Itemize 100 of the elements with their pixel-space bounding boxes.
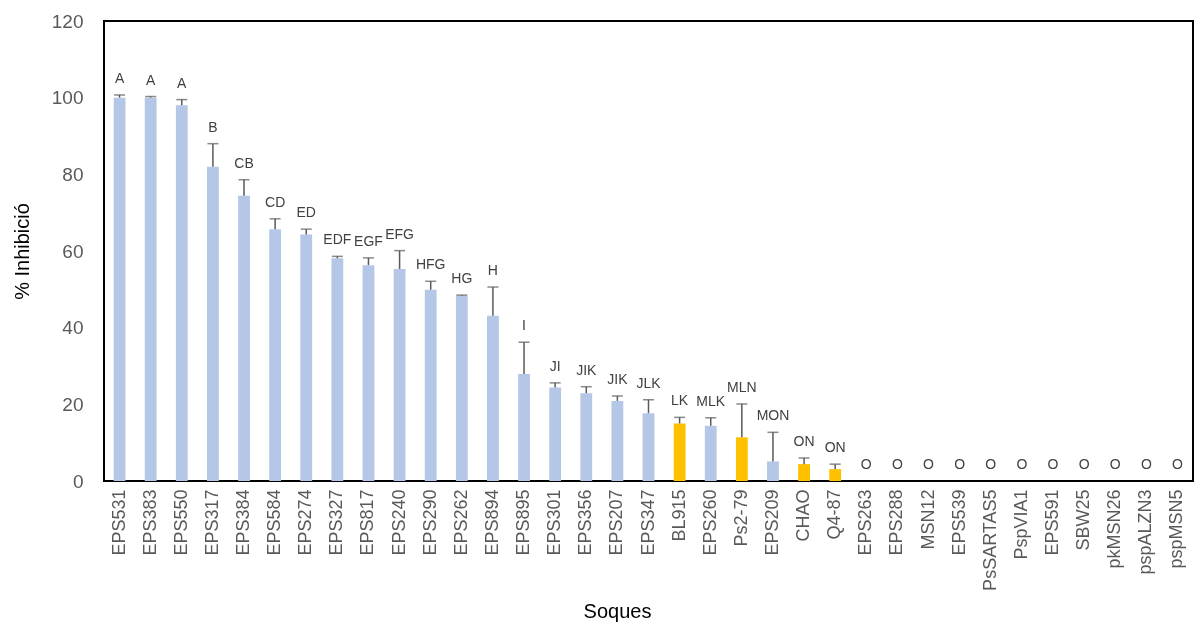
x-tick-label: EPS591: [1041, 489, 1062, 556]
annotation: CD: [265, 193, 286, 210]
x-tick-label: Ps2-79: [730, 489, 751, 547]
x-tick-label: SBW25: [1073, 489, 1094, 551]
x-tick-label: EPS290: [419, 489, 440, 556]
bar: [362, 265, 375, 481]
annotation: MLN: [727, 378, 757, 395]
annotation: O: [1140, 456, 1152, 472]
annotation: EFG: [385, 225, 414, 242]
annotation: HFG: [415, 256, 446, 273]
annotation: O: [1172, 456, 1183, 472]
annotation: I: [522, 317, 526, 334]
bar: [144, 97, 157, 481]
annotation: O: [1078, 456, 1090, 472]
annotation: HG: [451, 270, 473, 287]
annotation: MON: [756, 407, 790, 424]
bar: [673, 423, 686, 481]
annotation: O: [923, 456, 935, 472]
annotation: CB: [234, 154, 254, 171]
annotation: O: [954, 456, 966, 472]
x-tick-label: EPS262: [450, 489, 471, 556]
x-tick-label: EPS584: [264, 489, 285, 556]
bar: [393, 269, 406, 481]
annotation: O: [1016, 456, 1028, 472]
x-tick-label: EPS327: [326, 489, 347, 556]
x-tick-label: EPS207: [606, 489, 627, 556]
bar: [424, 289, 437, 481]
y-tick-label: 120: [51, 10, 84, 32]
bar: [113, 97, 126, 481]
bar: [238, 195, 250, 481]
x-tick-label: pspMSN5: [1166, 489, 1187, 569]
annotation: ON: [793, 433, 815, 449]
annotation: JI: [549, 357, 561, 374]
x-tick-label: EPS384: [233, 489, 254, 556]
x-tick-label: EPS539: [948, 489, 969, 556]
y-tick-label: 100: [51, 87, 84, 109]
x-tick-label: EPS274: [295, 489, 316, 556]
annotation: JIK: [607, 370, 629, 387]
y-axis-title: % Inhibició: [10, 203, 33, 300]
bar: [611, 400, 624, 481]
bar: [455, 295, 468, 481]
x-tick-label: EPS383: [139, 489, 160, 556]
bar: [642, 413, 655, 481]
x-tick-label: MSN12: [917, 489, 938, 550]
x-tick-label: EPS260: [699, 489, 720, 556]
x-tick-label: EPS209: [761, 489, 782, 556]
x-tick-label: EPS301: [544, 489, 565, 556]
x-tick-label: Q4-87: [824, 489, 845, 540]
y-tick-label: 60: [62, 240, 84, 262]
bar: [518, 374, 530, 481]
x-tick-label: EPS317: [201, 489, 222, 556]
bar: [175, 105, 188, 481]
bar: [549, 387, 562, 481]
annotation: A: [114, 69, 125, 86]
x-tick-label: PsSARTAS5: [979, 489, 1000, 591]
annotation: EGF: [354, 232, 383, 249]
bar: [704, 425, 717, 481]
bar: [580, 393, 593, 481]
annotation: JLK: [636, 374, 662, 391]
bar: [735, 437, 748, 481]
x-tick-label: EPS895: [513, 489, 534, 556]
x-tick-label: CHAO: [793, 489, 814, 542]
x-tick-label: EPS817: [357, 489, 378, 556]
x-tick-label: EPS288: [886, 489, 907, 556]
bar: [300, 234, 313, 481]
y-tick-label: 0: [72, 470, 84, 492]
annotation: ED: [296, 204, 316, 221]
x-tick-label: pkMSN26: [1104, 489, 1125, 569]
annotation: EDF: [323, 231, 352, 248]
annotation: O: [891, 456, 903, 472]
annotation: O: [985, 456, 997, 472]
x-tick-label: EPS240: [388, 489, 409, 556]
x-tick-label: BL915: [668, 489, 689, 542]
x-tick-label: pspALZN3: [1135, 489, 1156, 575]
annotation: O: [860, 456, 872, 472]
annotation: O: [1047, 456, 1059, 472]
x-tick-label: EPS263: [855, 489, 876, 556]
annotation: B: [208, 118, 218, 135]
annotation: ON: [824, 439, 846, 456]
bar: [829, 469, 842, 481]
x-tick-label: EPS356: [575, 489, 596, 556]
x-tick-label: EPS347: [637, 489, 658, 556]
annotation: MLK: [696, 392, 726, 409]
bar: [269, 229, 282, 481]
x-tick-label: EPS531: [108, 489, 129, 556]
annotation: JIK: [576, 361, 598, 378]
bar: [206, 166, 219, 481]
bar: [331, 258, 344, 481]
bar: [798, 464, 810, 481]
y-tick-label: 40: [62, 317, 84, 339]
x-tick-label: EPS550: [170, 489, 191, 556]
annotation: O: [1109, 456, 1121, 472]
x-axis-title: Soques: [583, 599, 652, 622]
y-tick-label: 20: [62, 393, 84, 415]
annotation: A: [146, 71, 156, 88]
y-tick-label: 80: [62, 163, 84, 185]
annotation: A: [177, 74, 188, 91]
bar: [487, 315, 499, 481]
x-tick-label: PspVIA1: [1010, 489, 1031, 560]
annotation: LK: [671, 392, 689, 409]
